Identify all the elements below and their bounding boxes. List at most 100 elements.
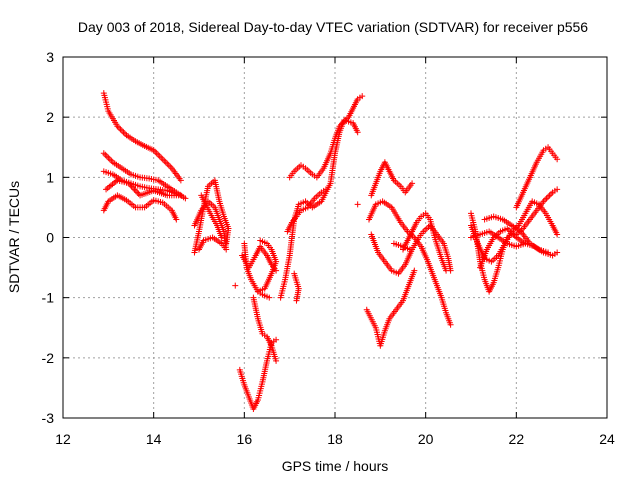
series-arc-13 xyxy=(239,243,280,274)
data-point xyxy=(554,156,561,163)
data-point xyxy=(354,201,361,208)
y-tick-label: -2 xyxy=(42,350,55,366)
series-arc-18 xyxy=(291,270,302,304)
data-point xyxy=(196,246,202,253)
data-point xyxy=(132,187,139,194)
data-point xyxy=(354,129,361,136)
x-axis-label: GPS time / hours xyxy=(282,458,389,474)
data-point xyxy=(510,231,517,238)
data-point xyxy=(155,151,162,158)
data-point xyxy=(546,192,553,199)
data-point xyxy=(322,186,329,193)
x-tick-label: 24 xyxy=(599,431,615,447)
data-point xyxy=(162,159,169,166)
series-arc-17 xyxy=(284,186,329,235)
y-tick-label: 0 xyxy=(46,230,54,246)
data-point xyxy=(102,151,109,158)
data-point xyxy=(554,186,561,193)
series-arc-15 xyxy=(277,117,361,301)
data-point xyxy=(542,196,549,203)
data-point xyxy=(359,93,366,100)
series-arc-30 xyxy=(481,213,552,256)
y-tick-label: -1 xyxy=(42,290,55,306)
data-point xyxy=(545,249,552,256)
y-tick-label: -3 xyxy=(42,410,55,426)
data-point xyxy=(273,267,280,274)
data-point xyxy=(522,240,529,247)
series-arc-11 xyxy=(250,294,280,364)
x-tick-label: 22 xyxy=(509,431,525,447)
data-point xyxy=(273,336,280,343)
data-points xyxy=(100,90,561,412)
data-point xyxy=(131,186,138,193)
y-tick-label: 2 xyxy=(46,109,54,125)
series-arc-4 xyxy=(100,192,180,223)
data-point xyxy=(257,237,264,244)
data-point xyxy=(165,162,172,169)
series-arc-5 xyxy=(103,177,184,199)
data-point xyxy=(108,157,115,164)
data-point xyxy=(167,163,174,170)
data-point xyxy=(443,267,450,274)
series-arc-28 xyxy=(513,144,561,211)
data-point xyxy=(159,156,166,163)
data-point xyxy=(121,130,128,137)
series-arc-19 xyxy=(354,201,361,208)
data-point xyxy=(406,246,413,253)
x-tick-label: 18 xyxy=(327,431,343,447)
data-point xyxy=(115,124,122,131)
series-arc-14 xyxy=(254,288,273,301)
series-arc-20 xyxy=(363,267,418,349)
data-point xyxy=(411,267,418,274)
data-point xyxy=(135,190,142,197)
data-point xyxy=(554,231,561,238)
series-arc-25 xyxy=(390,240,413,253)
data-point xyxy=(293,297,300,304)
x-tick-label: 16 xyxy=(237,431,253,447)
y-tick-labels: 3 2 1 0 -1 -2 -3 xyxy=(42,49,55,426)
data-point xyxy=(100,150,107,157)
series-arc-16 xyxy=(286,93,366,181)
data-point xyxy=(118,127,125,134)
plot-frame xyxy=(62,56,608,419)
data-point xyxy=(173,216,180,223)
series-arc-8 xyxy=(198,192,225,241)
chart-title: Day 003 of 2018, Sidereal Day-to-day VTE… xyxy=(78,19,588,35)
data-point xyxy=(182,195,189,202)
data-point xyxy=(177,177,184,184)
data-point xyxy=(161,157,168,164)
data-point xyxy=(153,150,160,157)
x-tick-label: 14 xyxy=(146,431,162,447)
data-point xyxy=(105,154,112,161)
series-arc-1 xyxy=(100,90,184,184)
data-point xyxy=(554,249,561,256)
series-arc-22 xyxy=(366,198,454,328)
data-point xyxy=(545,193,552,200)
x-tick-label: 20 xyxy=(418,431,434,447)
data-point xyxy=(543,195,550,202)
data-point xyxy=(106,156,113,163)
series-arc-27 xyxy=(468,198,561,265)
y-tick-label: 3 xyxy=(46,49,54,65)
data-point xyxy=(164,160,171,167)
series-arc-31 xyxy=(477,225,529,271)
data-point xyxy=(447,321,454,328)
series-arc-10 xyxy=(236,336,280,412)
series-arc-21 xyxy=(368,159,416,199)
data-point xyxy=(548,190,555,197)
x-tick-labels: 12 14 16 18 20 22 24 xyxy=(55,431,615,447)
data-point xyxy=(232,282,239,289)
data-point xyxy=(218,234,225,241)
grid xyxy=(63,57,607,418)
data-point xyxy=(158,154,165,161)
data-point xyxy=(409,180,416,187)
data-point xyxy=(117,126,124,133)
y-axis-label: SDTVAR / TECUs xyxy=(6,181,22,293)
data-point xyxy=(266,294,273,301)
series-arc-26 xyxy=(468,186,561,295)
series-arc-2 xyxy=(100,150,189,202)
series-arc-9 xyxy=(232,282,239,289)
data-point xyxy=(120,129,127,136)
x-tick-label: 12 xyxy=(55,431,71,447)
